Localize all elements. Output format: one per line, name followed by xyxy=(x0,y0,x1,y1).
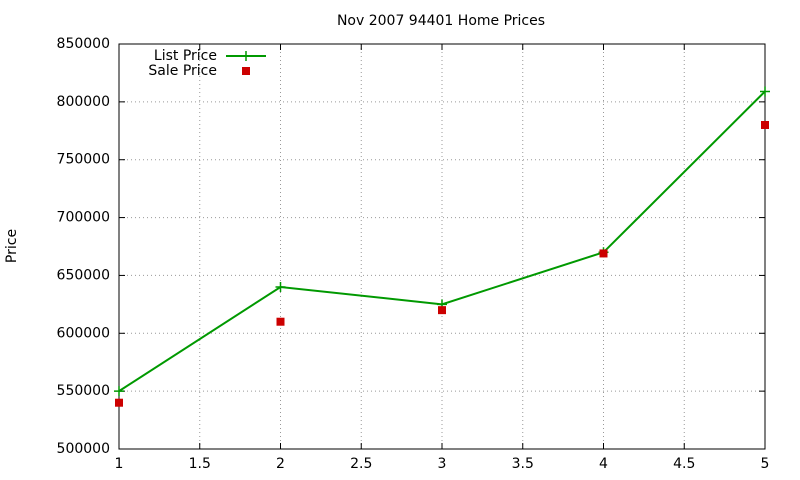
y-tick-label: 500000 xyxy=(57,441,110,457)
y-tick-label: 550000 xyxy=(57,383,110,399)
legend-marker xyxy=(242,67,250,75)
y-axis-label: Price xyxy=(4,229,20,263)
y-tick-label: 700000 xyxy=(57,210,110,226)
x-tick-label: 3 xyxy=(438,456,447,472)
data-point xyxy=(276,317,285,326)
chart-title: Nov 2007 94401 Home Prices xyxy=(337,13,545,29)
legend-label: List Price xyxy=(154,48,217,64)
x-tick-label: 1.5 xyxy=(189,456,211,472)
data-point xyxy=(599,249,608,258)
x-tick-label: 1 xyxy=(115,456,124,472)
data-point xyxy=(761,121,769,129)
y-tick-label: 600000 xyxy=(57,325,110,341)
data-point xyxy=(115,398,123,407)
x-tick-label: 4.5 xyxy=(673,456,695,472)
data-point xyxy=(760,86,770,97)
x-tick-label: 4 xyxy=(599,456,608,472)
y-tick-label: 750000 xyxy=(57,152,110,168)
x-tick-label: 2 xyxy=(276,456,285,472)
x-tick-label: 2.5 xyxy=(350,456,372,472)
plot-border xyxy=(118,43,766,450)
data-point xyxy=(275,282,286,292)
y-tick-label: 850000 xyxy=(57,36,110,52)
x-tick-label: 3.5 xyxy=(512,456,534,472)
legend-marker xyxy=(241,51,251,61)
data-point xyxy=(114,386,124,397)
legend-label: Sale Price xyxy=(148,63,217,79)
x-tick-label: 5 xyxy=(761,456,770,472)
y-tick-label: 800000 xyxy=(57,94,110,110)
data-point xyxy=(438,306,446,315)
y-tick-label: 650000 xyxy=(57,267,110,283)
